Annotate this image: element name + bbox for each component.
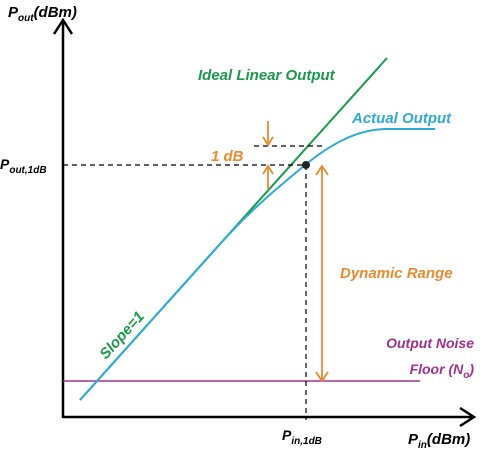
y-axis-arrow-icon — [52, 17, 74, 35]
noise-floor-label-line1: Output Noise — [386, 335, 474, 351]
actual-output-label: Actual Output — [351, 110, 452, 127]
one-db-arrow-bottom-head-icon — [262, 164, 274, 175]
ideal-linear-label: Ideal Linear Output — [198, 67, 336, 84]
x-axis-arrow-icon — [459, 406, 477, 428]
dynamic-range-arrow-bottom-icon — [315, 371, 329, 383]
x-axis-label: Pin(dBm) — [408, 431, 470, 450]
pin-1db-label: Pin,1dB — [282, 427, 322, 447]
noise-floor-label-line2: Floor (No) — [410, 361, 475, 381]
dynamic-range-arrow-top-icon — [315, 164, 329, 176]
y-axis-label: Pout(dBm) — [8, 4, 77, 24]
pout-1db-label: Pout,1dB — [0, 156, 47, 176]
dynamic-range-label: Dynamic Range — [340, 265, 453, 282]
compression-point — [302, 161, 310, 169]
one-db-arrow-top-head-icon — [262, 136, 274, 147]
one-db-label: 1 dB — [211, 148, 244, 165]
